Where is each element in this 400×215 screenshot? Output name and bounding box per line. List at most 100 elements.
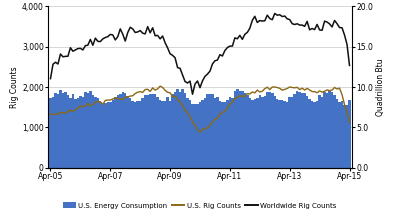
Bar xyxy=(89,91,92,168)
Bar xyxy=(284,101,286,168)
Bar xyxy=(209,94,211,168)
Bar xyxy=(114,97,116,168)
Bar xyxy=(246,95,248,168)
Bar xyxy=(313,102,316,168)
Bar xyxy=(186,98,189,168)
Bar xyxy=(142,98,144,168)
Bar xyxy=(306,96,308,168)
Bar xyxy=(72,95,74,168)
Bar xyxy=(301,93,304,168)
Bar xyxy=(57,94,59,168)
Bar xyxy=(261,97,264,168)
Bar xyxy=(84,92,87,168)
Bar xyxy=(196,104,199,168)
Bar xyxy=(102,104,104,168)
Bar xyxy=(231,98,234,168)
Bar xyxy=(251,100,254,168)
Bar xyxy=(136,101,139,168)
Bar xyxy=(236,89,239,168)
Bar xyxy=(92,95,94,168)
Bar xyxy=(146,95,149,168)
Bar xyxy=(333,95,336,168)
Bar xyxy=(132,101,134,168)
Legend: U.S. Energy Consumption, U.S. Rig Counts, Worldwide Rig Counts: U.S. Energy Consumption, U.S. Rig Counts… xyxy=(60,200,340,212)
Bar xyxy=(326,93,328,168)
Bar xyxy=(258,95,261,168)
Bar xyxy=(164,101,166,168)
Bar xyxy=(62,93,64,168)
Bar xyxy=(122,92,124,168)
Bar xyxy=(239,91,241,168)
Bar xyxy=(52,97,54,168)
Bar xyxy=(278,100,281,168)
Bar xyxy=(214,98,216,168)
Bar xyxy=(94,97,96,168)
Bar xyxy=(194,104,196,168)
Bar xyxy=(54,93,57,168)
Bar xyxy=(211,94,214,168)
Bar xyxy=(134,102,136,168)
Bar xyxy=(124,94,126,168)
Bar xyxy=(296,91,298,168)
Bar xyxy=(241,91,244,168)
Bar xyxy=(206,94,209,168)
Bar xyxy=(281,100,284,168)
Bar xyxy=(341,101,343,168)
Bar xyxy=(266,92,268,168)
Bar xyxy=(216,97,219,168)
Bar xyxy=(119,94,122,168)
Bar xyxy=(184,93,186,168)
Bar xyxy=(139,101,142,168)
Bar xyxy=(346,104,348,168)
Bar xyxy=(106,102,109,168)
Bar xyxy=(77,98,79,168)
Bar xyxy=(294,94,296,168)
Bar xyxy=(69,98,72,168)
Y-axis label: Rig Counts: Rig Counts xyxy=(10,66,19,108)
Bar xyxy=(109,102,112,168)
Bar xyxy=(112,100,114,168)
Bar xyxy=(189,100,191,168)
Bar xyxy=(221,103,224,168)
Y-axis label: Quadrillion Btu: Quadrillion Btu xyxy=(376,58,385,116)
Bar xyxy=(229,97,231,168)
Bar xyxy=(308,99,311,168)
Bar xyxy=(234,91,236,168)
Bar xyxy=(181,89,184,168)
Bar xyxy=(49,98,52,168)
Bar xyxy=(154,94,156,168)
Bar xyxy=(204,98,206,168)
Bar xyxy=(176,89,179,168)
Bar xyxy=(152,94,154,168)
Bar xyxy=(311,101,313,168)
Bar xyxy=(201,100,204,168)
Bar xyxy=(59,90,62,168)
Bar xyxy=(159,100,161,168)
Bar xyxy=(161,101,164,168)
Bar xyxy=(129,98,132,168)
Bar xyxy=(331,92,333,168)
Bar xyxy=(248,98,251,168)
Bar xyxy=(256,98,258,168)
Bar xyxy=(87,93,89,168)
Bar xyxy=(336,99,338,168)
Bar xyxy=(144,95,146,168)
Bar xyxy=(174,92,176,168)
Bar xyxy=(328,91,331,168)
Bar xyxy=(224,102,226,168)
Bar xyxy=(323,92,326,168)
Bar xyxy=(254,99,256,168)
Bar xyxy=(179,92,181,168)
Bar xyxy=(288,97,291,168)
Bar xyxy=(156,97,159,168)
Bar xyxy=(244,93,246,168)
Bar xyxy=(338,102,341,168)
Bar xyxy=(274,96,276,168)
Bar xyxy=(149,94,152,168)
Bar xyxy=(116,95,119,168)
Bar xyxy=(286,102,288,168)
Bar xyxy=(64,92,67,168)
Bar xyxy=(99,102,102,168)
Bar xyxy=(169,101,171,168)
Bar xyxy=(318,95,321,168)
